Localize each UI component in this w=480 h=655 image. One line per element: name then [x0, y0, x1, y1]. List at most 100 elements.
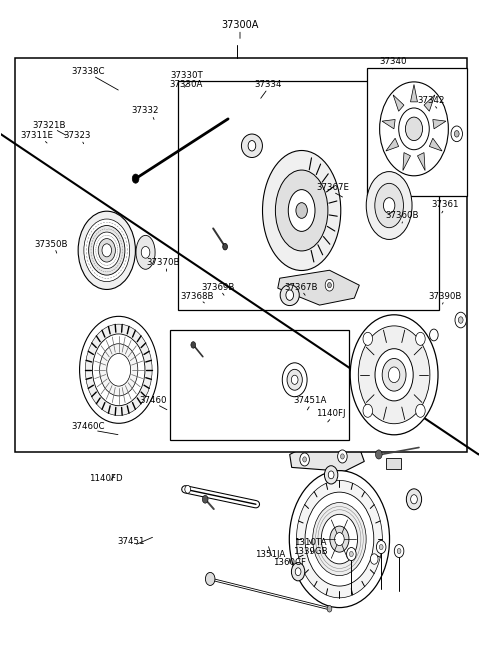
Circle shape	[349, 552, 353, 557]
Text: 37330T: 37330T	[170, 71, 203, 81]
Circle shape	[291, 375, 298, 384]
Circle shape	[100, 344, 138, 396]
Polygon shape	[410, 84, 418, 102]
Text: 37390B: 37390B	[429, 291, 462, 301]
Ellipse shape	[241, 134, 263, 157]
Text: 37350B: 37350B	[35, 240, 68, 248]
Polygon shape	[200, 355, 270, 395]
Text: 37451A: 37451A	[293, 396, 326, 405]
Text: 37367B: 37367B	[284, 282, 318, 291]
Circle shape	[185, 485, 191, 493]
Polygon shape	[433, 119, 446, 129]
Circle shape	[286, 290, 294, 301]
Circle shape	[191, 342, 196, 348]
Circle shape	[289, 470, 390, 608]
Circle shape	[407, 489, 421, 510]
Circle shape	[397, 548, 401, 553]
Polygon shape	[403, 153, 410, 170]
Text: 37361: 37361	[432, 200, 459, 210]
Text: 37300A: 37300A	[221, 20, 259, 30]
Circle shape	[291, 563, 305, 581]
Polygon shape	[393, 95, 404, 111]
Circle shape	[430, 329, 438, 341]
Circle shape	[248, 141, 256, 151]
Circle shape	[94, 232, 120, 269]
Circle shape	[406, 117, 422, 141]
Circle shape	[84, 219, 130, 282]
Ellipse shape	[388, 143, 406, 162]
Circle shape	[363, 404, 372, 417]
Polygon shape	[424, 95, 435, 111]
Text: 37338C: 37338C	[72, 67, 105, 76]
Text: 37330A: 37330A	[170, 81, 203, 89]
Circle shape	[295, 568, 301, 576]
Ellipse shape	[280, 285, 299, 306]
Ellipse shape	[375, 183, 404, 228]
Ellipse shape	[366, 172, 412, 240]
Circle shape	[98, 238, 115, 262]
Text: 37340: 37340	[379, 57, 407, 66]
Circle shape	[330, 526, 349, 552]
Circle shape	[107, 354, 131, 386]
Circle shape	[303, 457, 307, 462]
Circle shape	[376, 540, 386, 553]
Text: 37368B: 37368B	[180, 291, 214, 301]
Circle shape	[335, 533, 344, 546]
Bar	[335, 348, 340, 368]
Text: 37367E: 37367E	[316, 183, 349, 193]
Text: 1360CF: 1360CF	[273, 558, 306, 567]
Text: 37460: 37460	[139, 396, 167, 405]
Circle shape	[375, 450, 382, 459]
Circle shape	[384, 198, 395, 214]
Circle shape	[411, 495, 417, 504]
Text: 37323: 37323	[63, 130, 91, 140]
Polygon shape	[278, 271, 360, 305]
Circle shape	[324, 466, 338, 484]
Polygon shape	[418, 153, 425, 170]
Circle shape	[363, 332, 372, 345]
Text: 37334: 37334	[255, 81, 282, 89]
Circle shape	[102, 244, 111, 257]
Text: 1310TA: 1310TA	[294, 538, 327, 547]
Bar	[321, 354, 326, 368]
Circle shape	[375, 348, 413, 401]
Circle shape	[282, 363, 307, 397]
Circle shape	[296, 202, 307, 218]
Bar	[314, 354, 319, 368]
Circle shape	[371, 553, 378, 564]
Text: 37360B: 37360B	[385, 211, 419, 220]
Circle shape	[416, 404, 425, 417]
Circle shape	[340, 454, 344, 459]
Circle shape	[78, 211, 135, 290]
Ellipse shape	[288, 190, 315, 231]
Circle shape	[380, 82, 448, 176]
Text: 1140FD: 1140FD	[89, 474, 122, 483]
Circle shape	[223, 244, 228, 250]
Text: 37321B: 37321B	[32, 121, 66, 130]
Circle shape	[350, 315, 438, 435]
Circle shape	[458, 317, 463, 324]
Text: 37369B: 37369B	[202, 282, 235, 291]
Text: 1339GB: 1339GB	[293, 548, 328, 556]
Text: 1140FJ: 1140FJ	[316, 409, 346, 418]
Circle shape	[337, 450, 347, 463]
Ellipse shape	[136, 235, 155, 269]
Circle shape	[93, 334, 145, 405]
Circle shape	[297, 480, 383, 598]
Ellipse shape	[263, 151, 341, 271]
Bar	[15, 58, 467, 453]
Circle shape	[455, 130, 459, 137]
Circle shape	[347, 548, 356, 561]
Circle shape	[205, 572, 215, 586]
Bar	[386, 458, 401, 470]
Ellipse shape	[276, 170, 328, 251]
Circle shape	[321, 514, 358, 564]
Polygon shape	[386, 138, 398, 151]
Circle shape	[382, 358, 406, 391]
Circle shape	[312, 502, 366, 576]
Polygon shape	[337, 348, 379, 382]
Circle shape	[328, 471, 334, 479]
Circle shape	[327, 605, 332, 612]
Circle shape	[80, 316, 158, 423]
Polygon shape	[382, 119, 395, 129]
